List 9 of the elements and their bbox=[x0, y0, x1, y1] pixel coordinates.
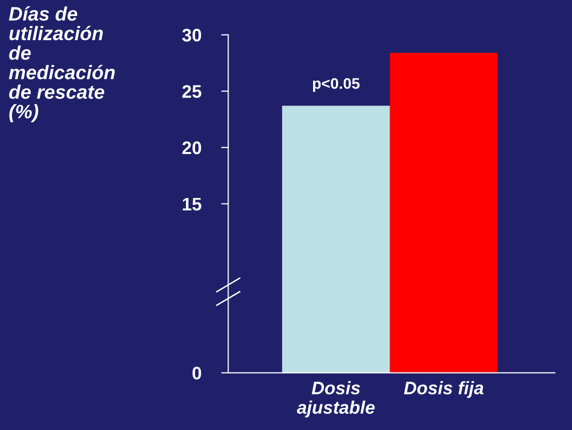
x-tick-label: Dosis fija bbox=[404, 381, 484, 398]
y-tick-label: 30 bbox=[182, 28, 202, 42]
annotation: p<0.05 bbox=[313, 78, 360, 92]
y-tick-label: 15 bbox=[182, 198, 202, 211]
x-tick-label: Dosis ajustable bbox=[296, 381, 375, 418]
y-tick-label: 20 bbox=[182, 141, 202, 154]
y-axis-title: Días de utilización de medicación de rescate (%) bbox=[8, 6, 115, 122]
y-tick-label: 0 bbox=[192, 366, 202, 380]
y-tick-label: 25 bbox=[182, 85, 202, 98]
